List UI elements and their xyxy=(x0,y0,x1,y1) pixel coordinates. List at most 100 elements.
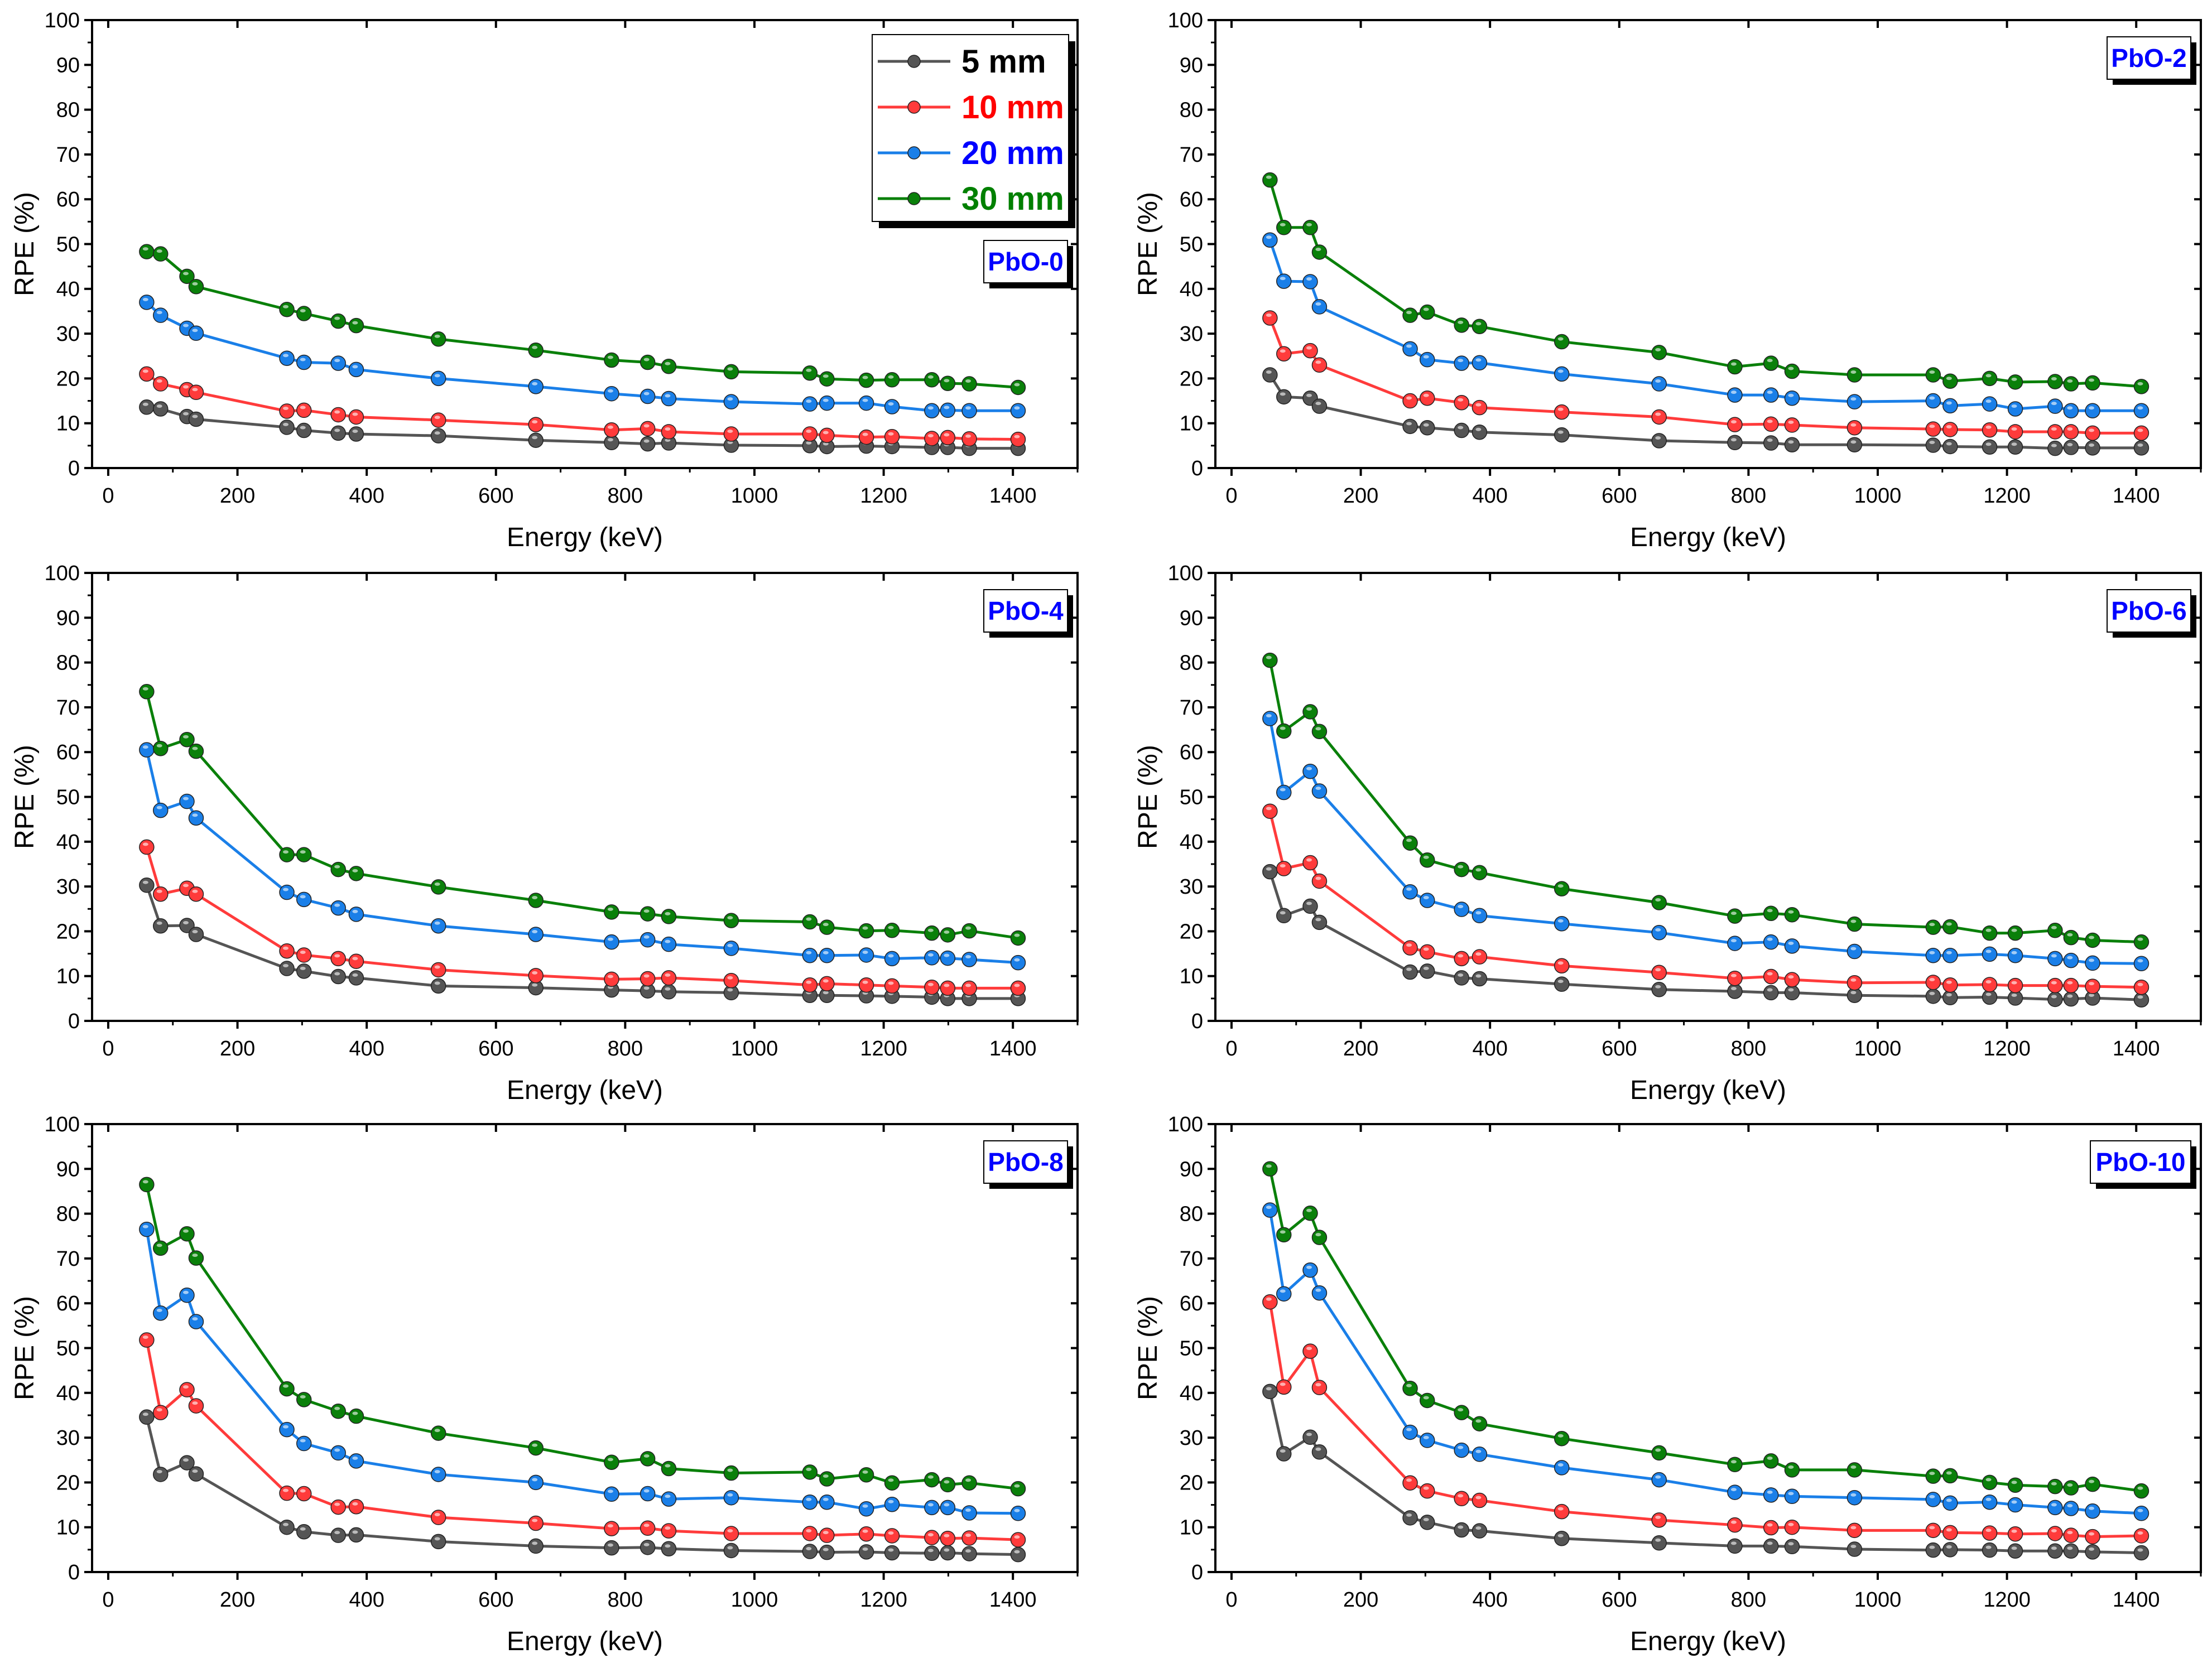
data-point-highlight xyxy=(1315,1233,1321,1237)
data-point-highlight xyxy=(727,943,733,947)
data-point-highlight xyxy=(2051,995,2057,999)
data-point-highlight xyxy=(1946,922,1952,926)
data-point-highlight xyxy=(2011,377,2017,381)
y-tick-label: 20 xyxy=(1180,367,1203,391)
data-point xyxy=(1925,948,1941,963)
data-point xyxy=(723,1465,739,1481)
data-point xyxy=(188,325,204,341)
data-point-highlight xyxy=(2067,379,2073,383)
x-tick-label: 400 xyxy=(1472,484,1507,508)
data-point-highlight xyxy=(1850,370,1857,374)
data-point-highlight xyxy=(665,939,671,943)
data-point-highlight xyxy=(192,1254,198,1257)
data-point-highlight xyxy=(1306,1265,1312,1269)
series-30mm xyxy=(1262,652,2150,950)
data-point-highlight xyxy=(300,1439,306,1443)
x-tick-label: 0 xyxy=(1225,1588,1237,1612)
data-point-highlight xyxy=(2089,1532,2095,1536)
data-point xyxy=(1784,1488,1800,1505)
data-point xyxy=(1554,881,1570,896)
series-10mm xyxy=(139,1332,1026,1548)
data-point xyxy=(1472,319,1488,335)
data-point xyxy=(639,1486,656,1502)
legend-marker xyxy=(907,192,921,205)
data-point xyxy=(1311,299,1328,315)
legend: 5 mm 10 mm 20 mm 30 mm xyxy=(872,34,1075,228)
data-point xyxy=(348,953,364,969)
y-tick-label: 90 xyxy=(1180,606,1203,630)
data-point xyxy=(884,429,900,445)
data-point-highlight xyxy=(1266,370,1272,374)
data-point-highlight xyxy=(1266,1206,1272,1209)
series-line xyxy=(1268,1301,2142,1539)
data-point xyxy=(1763,934,1779,950)
x-tick-label: 1200 xyxy=(1983,1588,2031,1612)
x-tick-label: 1000 xyxy=(731,1037,778,1060)
data-point-highlight xyxy=(1280,1449,1286,1453)
data-point xyxy=(924,1530,940,1545)
legend-marker xyxy=(907,100,921,114)
data-point-highlight xyxy=(1946,951,1952,954)
series-10mm xyxy=(1262,803,2150,995)
data-point xyxy=(2007,1526,2023,1542)
data-point xyxy=(2133,403,2150,418)
data-point xyxy=(1982,1525,1998,1541)
data-point xyxy=(1727,908,1743,924)
data-point-highlight xyxy=(334,410,340,414)
y-tick-label: 80 xyxy=(56,652,80,675)
data-point xyxy=(296,354,312,370)
data-point xyxy=(1311,783,1328,799)
x-tick-label: 400 xyxy=(1472,1588,1507,1612)
data-point-highlight xyxy=(2011,928,2017,932)
data-point-highlight xyxy=(862,1470,868,1474)
data-point xyxy=(1846,394,1863,409)
x-tick-label: 1000 xyxy=(731,484,778,508)
data-point xyxy=(2063,403,2079,418)
data-point-highlight xyxy=(334,954,340,958)
data-point xyxy=(2007,977,2023,994)
data-point xyxy=(1554,958,1570,973)
data-point xyxy=(348,907,364,922)
data-point xyxy=(1784,1462,1800,1478)
data-point-highlight xyxy=(1423,393,1429,397)
data-point-highlight xyxy=(283,1425,289,1429)
x-tick-label: 200 xyxy=(1343,484,1378,508)
data-point xyxy=(1454,1522,1469,1538)
data-point xyxy=(330,1499,346,1515)
y-tick-label: 70 xyxy=(1180,1247,1203,1271)
data-point-highlight xyxy=(2051,1482,2057,1486)
data-point-highlight xyxy=(1406,1513,1412,1517)
data-point xyxy=(723,972,739,989)
data-point xyxy=(802,396,818,412)
data-point xyxy=(139,742,155,758)
data-point xyxy=(1402,418,1418,435)
data-point-highlight xyxy=(1985,949,1992,953)
data-point xyxy=(1727,1517,1743,1533)
data-point-highlight xyxy=(2137,1531,2143,1535)
data-point xyxy=(924,372,940,388)
data-point xyxy=(2007,1477,2023,1493)
data-point xyxy=(819,948,835,963)
data-point-highlight xyxy=(1946,401,1952,405)
data-point xyxy=(884,951,900,967)
data-point xyxy=(330,407,346,423)
data-point xyxy=(1784,437,1800,452)
data-point-highlight xyxy=(643,974,650,978)
data-point xyxy=(1982,439,1998,455)
series-line xyxy=(1268,179,2142,388)
data-point xyxy=(1784,907,1800,923)
data-point-highlight xyxy=(142,1225,148,1228)
data-point-highlight xyxy=(532,382,538,385)
data-point xyxy=(1419,351,1435,368)
data-point xyxy=(2063,952,2079,968)
data-point xyxy=(1454,395,1469,411)
panel-label-box xyxy=(983,1140,1068,1184)
data-point-highlight xyxy=(434,1429,440,1433)
data-point xyxy=(2007,1497,2023,1513)
data-point-highlight xyxy=(1306,1347,1312,1351)
data-point xyxy=(1472,425,1488,440)
data-point xyxy=(604,1454,619,1471)
data-point-highlight xyxy=(927,1503,934,1507)
data-point xyxy=(1982,1494,1998,1510)
data-point-highlight xyxy=(352,365,358,369)
